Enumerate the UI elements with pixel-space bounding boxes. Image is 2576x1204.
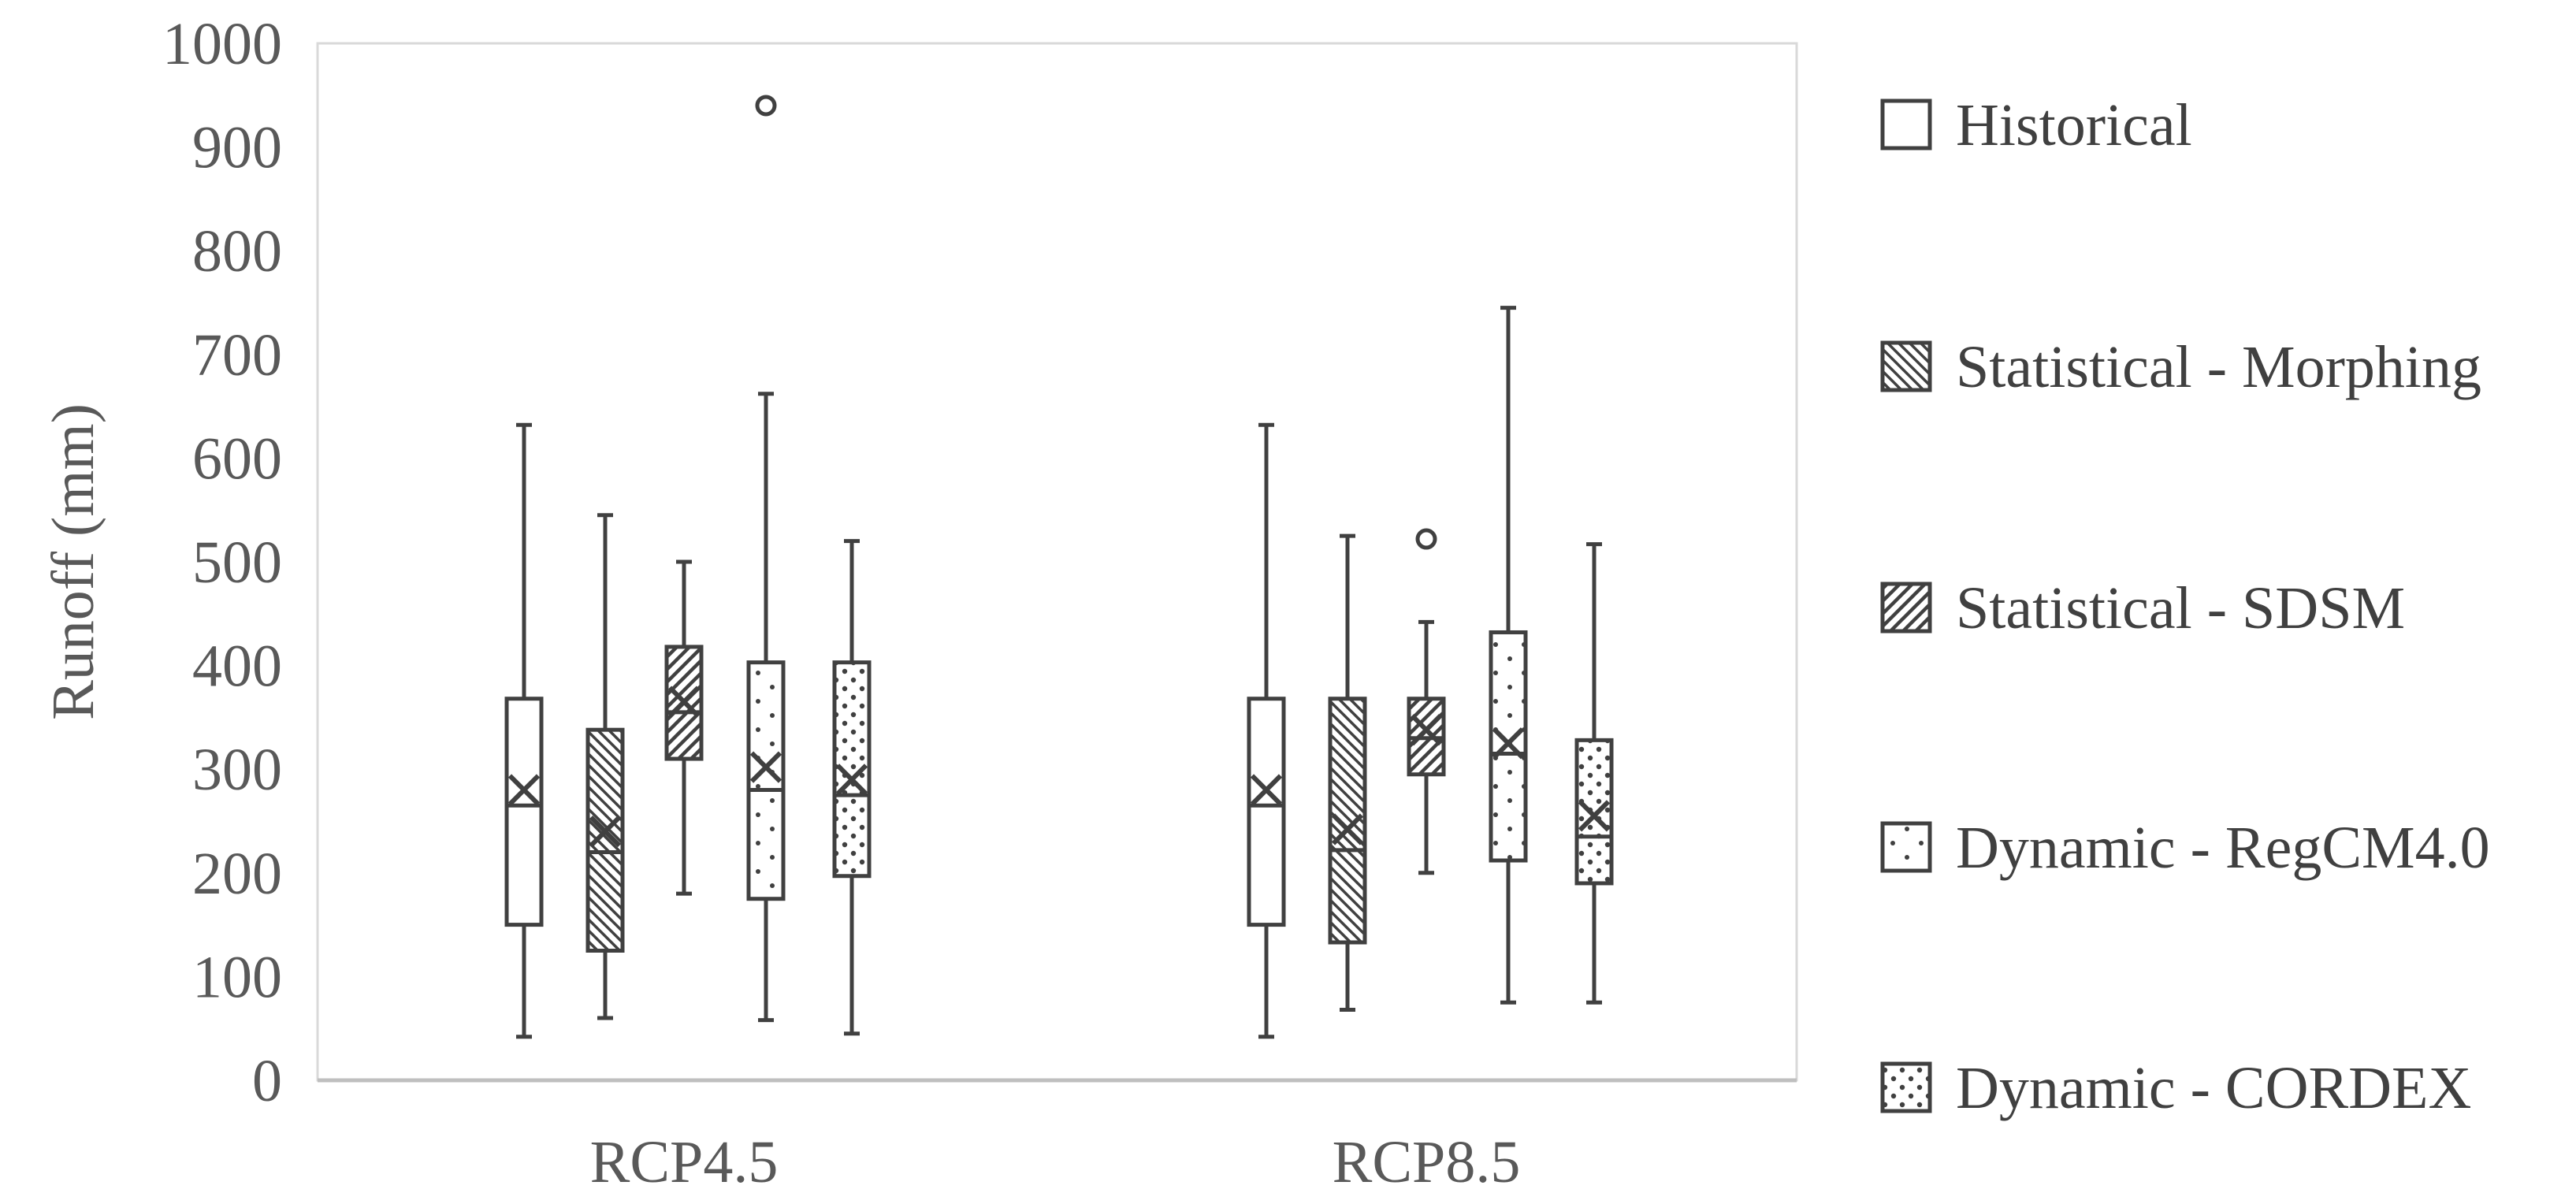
box-iqr <box>1247 697 1286 927</box>
mean-marker <box>1410 714 1443 746</box>
legend-label: Dynamic - CORDEX <box>1956 1055 2471 1121</box>
legend-label: Historical <box>1956 92 2192 158</box>
mean-marker <box>667 686 701 718</box>
legend-item: Dynamic - RegCM4.0 <box>1880 815 2490 881</box>
y-tick-label: 0 <box>252 1048 282 1114</box>
box-4-1 <box>1574 542 1614 1005</box>
box-3-0 <box>746 95 786 1023</box>
box-2-1 <box>1407 528 1446 875</box>
outlier-point <box>755 95 777 117</box>
legend-swatch <box>1880 98 1932 150</box>
mean-marker <box>749 751 782 783</box>
mean-marker <box>1492 727 1525 760</box>
box-1-1 <box>1328 533 1367 1013</box>
legend-item: Historical <box>1880 92 2192 158</box>
y-tick-label: 300 <box>192 737 282 803</box>
box-series <box>504 95 1614 1039</box>
mean-marker <box>1331 813 1364 845</box>
legend-swatch <box>1880 821 1932 873</box>
y-axis-tick-labels: 0 100 200 300 400 500 600 700 800 900 1000 <box>162 11 282 1114</box>
y-tick-label: 600 <box>192 425 282 492</box>
box-0-0 <box>504 422 544 1039</box>
legend-item: Statistical - SDSM <box>1880 575 2405 641</box>
mean-marker <box>589 816 622 848</box>
y-tick-label: 700 <box>192 322 282 388</box>
y-axis-title: Runoff (mm) <box>40 403 106 720</box>
outlier-point <box>1415 528 1437 550</box>
box-3-1 <box>1489 306 1528 1005</box>
legend-swatch <box>1880 582 1932 634</box>
y-tick-label: 900 <box>192 115 282 181</box>
y-tick-label: 500 <box>192 530 282 596</box>
mean-marker <box>835 764 868 796</box>
x-tick-label: RCP4.5 <box>590 1129 779 1195</box>
legend-label: Statistical - Morphing <box>1956 334 2481 400</box>
mean-marker <box>1578 800 1611 832</box>
y-tick-label: 100 <box>192 944 282 1010</box>
y-tick-label: 200 <box>192 841 282 907</box>
legend-swatch <box>1880 1061 1932 1113</box>
box-0-1 <box>1247 422 1286 1039</box>
mean-marker <box>507 774 541 806</box>
x-tick-label: RCP8.5 <box>1333 1129 1521 1195</box>
y-tick-label: 1000 <box>162 11 282 77</box>
box-iqr <box>1574 738 1614 886</box>
y-tick-label: 400 <box>192 634 282 700</box>
x-axis-tick-labels: RCP4.5 RCP8.5 <box>590 1129 1521 1195</box>
legend-label: Statistical - SDSM <box>1956 575 2405 641</box>
legend-item: Dynamic - CORDEX <box>1880 1055 2471 1121</box>
box-4-0 <box>832 539 872 1036</box>
legend-item: Statistical - Morphing <box>1880 334 2481 400</box>
box-1-0 <box>585 513 625 1020</box>
box-2-0 <box>664 559 704 896</box>
box-iqr <box>504 697 544 927</box>
legend: Historical Statistical - Morphing Statisti… <box>1880 92 2490 1121</box>
y-tick-label: 800 <box>192 218 282 284</box>
mean-marker <box>1250 774 1283 806</box>
legend-swatch <box>1880 340 1932 392</box>
legend-label: Dynamic - RegCM4.0 <box>1956 815 2490 881</box>
